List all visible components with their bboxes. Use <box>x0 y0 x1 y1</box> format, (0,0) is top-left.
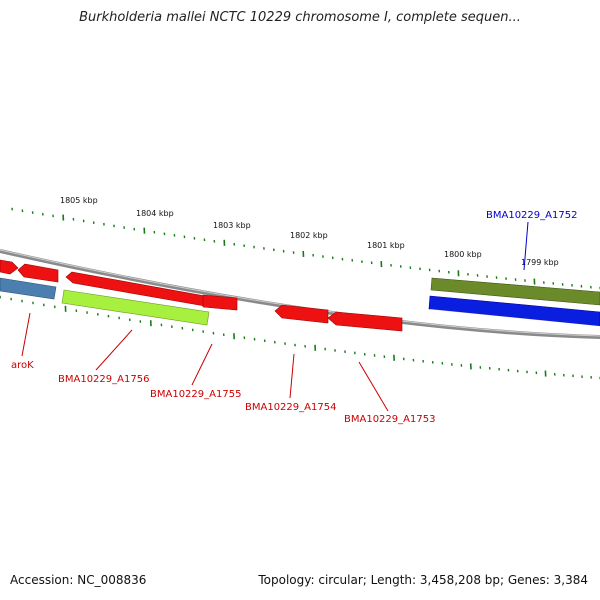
scale-labels: 1805 kbp 1804 kbp 1803 kbp 1802 kbp 1801… <box>60 196 559 267</box>
leader-a1756 <box>95 329 133 371</box>
gene-aroK-neighbour-2[interactable] <box>17 263 59 283</box>
label-bma10229-a1754[interactable]: BMA10229_A1754 <box>245 402 336 413</box>
gene-aroK[interactable] <box>0 277 57 300</box>
scale-label-1800: 1800 kbp <box>444 250 482 259</box>
leader-a1753 <box>358 361 389 412</box>
gene-bma10229-a1756[interactable] <box>61 289 210 326</box>
scale-label-1803: 1803 kbp <box>213 221 251 230</box>
label-bma10229-a1752[interactable]: BMA10229_A1752 <box>486 210 577 221</box>
leader-aroK <box>21 312 31 357</box>
leader-a1752 <box>523 221 529 271</box>
sequence-summary: Topology: circular; Length: 3,458,208 bp… <box>258 573 588 587</box>
map-title: Burkholderia mallei NCTC 10229 chromosom… <box>79 10 521 25</box>
scale-label-1801: 1801 kbp <box>367 241 405 250</box>
scale-label-1802: 1802 kbp <box>290 231 328 240</box>
gene-blue-right[interactable] <box>428 295 600 329</box>
scale-label-1804: 1804 kbp <box>136 209 174 218</box>
inner-scale-ticks <box>0 295 600 380</box>
gene-bma10229-a1752[interactable] <box>430 277 600 306</box>
label-leaders <box>21 221 529 412</box>
scale-label-1799: 1799 kbp <box>521 258 559 267</box>
scale-label-1805: 1805 kbp <box>60 196 98 205</box>
label-bma10229-a1753[interactable]: BMA10229_A1753 <box>344 414 435 425</box>
label-aroK[interactable]: aroK <box>11 360 34 371</box>
gene-labels: aroK BMA10229_A1756 BMA10229_A1755 BMA10… <box>11 210 577 425</box>
gene-bma10229-a1754[interactable] <box>274 304 329 324</box>
gene-bma10229-a1755[interactable] <box>202 294 238 311</box>
label-bma10229-a1756[interactable]: BMA10229_A1756 <box>58 374 149 385</box>
accession-label: Accession: NC_008836 <box>10 573 147 587</box>
outer-scale-ticks <box>11 207 600 290</box>
gene-aroK-neighbour-1[interactable] <box>0 259 19 275</box>
leader-a1754 <box>289 353 295 399</box>
gene-bma10229-a1753[interactable] <box>327 311 403 332</box>
label-bma10229-a1755[interactable]: BMA10229_A1755 <box>150 389 241 400</box>
gene-bma10229-a1756-upper[interactable] <box>65 271 206 307</box>
leader-a1755 <box>191 343 213 386</box>
footer: Accession: NC_008836 Topology: circular;… <box>0 573 600 593</box>
